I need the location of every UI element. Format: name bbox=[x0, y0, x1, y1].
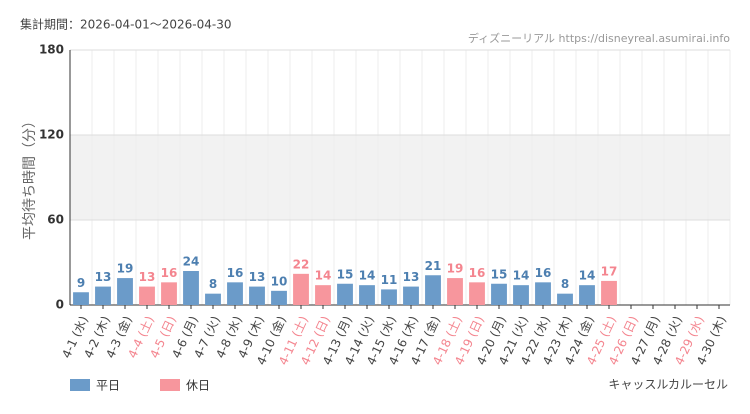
bar bbox=[205, 293, 221, 305]
y-tick-label: 60 bbox=[47, 213, 64, 227]
bar bbox=[139, 286, 155, 305]
bar bbox=[557, 293, 573, 305]
data-label: 13 bbox=[139, 270, 156, 284]
data-label: 16 bbox=[469, 266, 486, 280]
data-label: 15 bbox=[491, 267, 508, 281]
bar bbox=[579, 285, 595, 305]
bar bbox=[183, 271, 199, 305]
attraction: キャッスルカルーセル bbox=[608, 378, 728, 392]
bar bbox=[271, 290, 287, 305]
data-label: 8 bbox=[209, 277, 217, 291]
data-label: 10 bbox=[271, 274, 288, 288]
bar bbox=[359, 285, 375, 305]
bar bbox=[315, 285, 331, 305]
bar bbox=[249, 286, 265, 305]
data-label: 17 bbox=[601, 264, 618, 278]
legend-label: 休日 bbox=[186, 379, 210, 393]
bar bbox=[381, 289, 397, 305]
data-label: 13 bbox=[95, 270, 112, 284]
data-label: 24 bbox=[183, 255, 200, 269]
y-tick-label: 120 bbox=[39, 128, 64, 142]
data-label: 16 bbox=[227, 266, 244, 280]
y-axis-label: 平均待ち時間（分） bbox=[22, 114, 38, 240]
data-label: 14 bbox=[513, 269, 530, 283]
bar bbox=[73, 292, 89, 305]
bar bbox=[491, 283, 507, 305]
bar bbox=[403, 286, 419, 305]
data-label: 11 bbox=[381, 273, 398, 287]
bar bbox=[117, 278, 133, 305]
bar bbox=[513, 285, 529, 305]
legend-label: 平日 bbox=[96, 379, 120, 393]
legend-swatch bbox=[70, 379, 90, 391]
bar bbox=[601, 280, 617, 305]
bar bbox=[337, 283, 353, 305]
bar bbox=[293, 273, 309, 305]
bar bbox=[425, 275, 441, 305]
legend-swatch bbox=[160, 379, 180, 391]
bar bbox=[227, 282, 243, 305]
period: 集計期間：2026-04-01〜2026-04-30 bbox=[20, 17, 231, 32]
data-label: 14 bbox=[359, 269, 376, 283]
data-label: 19 bbox=[447, 262, 464, 276]
y-tick-label: 180 bbox=[39, 43, 64, 57]
bar bbox=[161, 282, 177, 305]
bar bbox=[535, 282, 551, 305]
y-tick-label: 0 bbox=[56, 298, 64, 312]
bar bbox=[469, 282, 485, 305]
source: ディズニーリアル https://disneyreal.asumirai.inf… bbox=[468, 31, 730, 45]
data-label: 14 bbox=[315, 269, 332, 283]
data-label: 22 bbox=[293, 257, 310, 271]
data-label: 19 bbox=[117, 262, 134, 276]
data-label: 16 bbox=[161, 266, 178, 280]
data-label: 13 bbox=[403, 270, 420, 284]
data-label: 16 bbox=[535, 266, 552, 280]
bar bbox=[95, 286, 111, 305]
data-label: 9 bbox=[77, 276, 85, 290]
data-label: 15 bbox=[337, 267, 354, 281]
data-label: 13 bbox=[249, 270, 266, 284]
data-label: 21 bbox=[425, 259, 442, 273]
data-label: 14 bbox=[579, 269, 596, 283]
bar bbox=[447, 278, 463, 305]
data-label: 8 bbox=[561, 277, 569, 291]
